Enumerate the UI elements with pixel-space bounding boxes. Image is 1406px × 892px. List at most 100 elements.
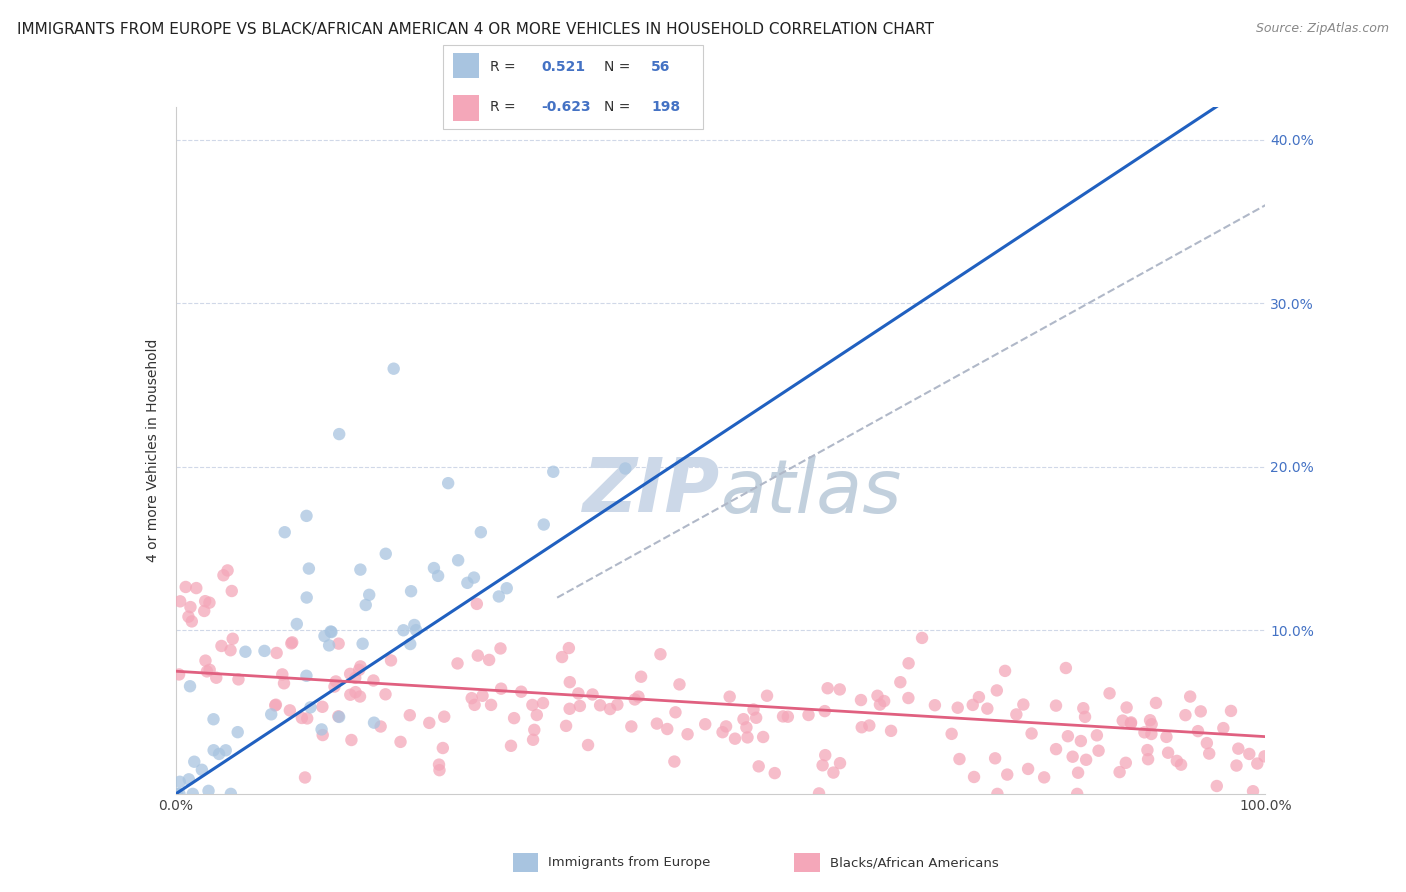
Point (169, 787, 191, 801)
Point (370, 719, 392, 733)
Point (630, 670, 652, 684)
Point (211, 639, 233, 653)
Point (344, 685, 367, 699)
Point (503, 711, 526, 725)
Point (523, 723, 546, 737)
Point (664, 755, 686, 769)
Point (380, 653, 402, 667)
FancyBboxPatch shape (443, 45, 703, 129)
Point (1017, 762, 1039, 776)
Point (228, 673, 250, 687)
Point (174, 580, 197, 594)
Bar (453, 54, 479, 78)
Point (695, 717, 717, 731)
Point (558, 641, 581, 656)
Point (295, 508, 318, 523)
Point (676, 727, 699, 741)
Text: Source: ZipAtlas.com: Source: ZipAtlas.com (1256, 22, 1389, 36)
Point (1119, 716, 1142, 731)
Point (298, 561, 321, 575)
Point (198, 596, 221, 610)
Point (873, 694, 896, 708)
Text: -0.623: -0.623 (541, 100, 592, 114)
Point (340, 733, 363, 747)
Text: ZIP: ZIP (583, 455, 721, 528)
Point (478, 653, 501, 667)
Point (1212, 721, 1234, 735)
Point (946, 700, 969, 714)
Point (489, 681, 512, 696)
Point (1139, 713, 1161, 727)
Point (260, 707, 283, 722)
Point (193, 604, 215, 618)
Point (464, 698, 486, 712)
Point (911, 631, 934, 645)
Point (1070, 734, 1092, 748)
Point (179, 600, 201, 615)
Text: atlas: atlas (721, 456, 903, 528)
Bar (453, 95, 479, 120)
Point (399, 637, 422, 651)
Point (1012, 698, 1035, 712)
Point (558, 675, 581, 690)
Text: IMMIGRANTS FROM EUROPE VS BLACK/AFRICAN AMERICAN 4 OR MORE VEHICLES IN HOUSEHOLD: IMMIGRANTS FROM EUROPE VS BLACK/AFRICAN … (17, 22, 934, 37)
Point (1054, 661, 1077, 675)
Point (1166, 754, 1188, 768)
Point (311, 699, 333, 714)
Point (1115, 756, 1137, 770)
Text: R =: R = (489, 60, 516, 74)
Point (1144, 696, 1167, 710)
Point (447, 553, 470, 567)
Point (1045, 742, 1067, 756)
Point (1074, 710, 1097, 724)
Point (226, 725, 249, 739)
Point (281, 635, 304, 649)
Point (405, 623, 427, 637)
Point (183, 755, 205, 769)
Point (235, 645, 257, 659)
Point (1136, 743, 1159, 757)
Point (711, 725, 734, 739)
Point (851, 720, 873, 734)
Point (995, 767, 1018, 781)
Point (344, 671, 367, 685)
Point (668, 677, 690, 691)
Point (623, 692, 645, 706)
Point (541, 465, 564, 479)
Point (274, 525, 297, 540)
Point (941, 727, 963, 741)
Point (418, 715, 440, 730)
Point (817, 681, 839, 696)
Point (349, 659, 371, 673)
Point (328, 709, 350, 723)
Point (328, 637, 350, 651)
Point (311, 723, 333, 737)
Point (446, 657, 468, 671)
Point (735, 720, 758, 734)
Point (177, 609, 200, 624)
Point (374, 687, 396, 701)
Point (568, 698, 591, 713)
Point (620, 719, 643, 733)
Point (169, 774, 191, 789)
Point (1140, 717, 1163, 731)
Point (285, 617, 308, 632)
Point (522, 732, 544, 747)
Point (1178, 690, 1201, 704)
Point (924, 698, 946, 713)
Point (776, 709, 799, 723)
Point (399, 584, 422, 599)
Point (382, 361, 405, 376)
Text: 198: 198 (651, 100, 681, 114)
Point (510, 684, 533, 698)
Point (470, 525, 492, 540)
Point (1087, 744, 1109, 758)
Point (489, 641, 512, 656)
Point (858, 718, 880, 732)
Point (1057, 729, 1080, 743)
Point (186, 581, 208, 595)
Point (208, 747, 231, 761)
Point (215, 743, 238, 757)
Y-axis label: 4 or more Vehicles in Household: 4 or more Vehicles in Household (146, 339, 160, 562)
Point (1220, 704, 1243, 718)
